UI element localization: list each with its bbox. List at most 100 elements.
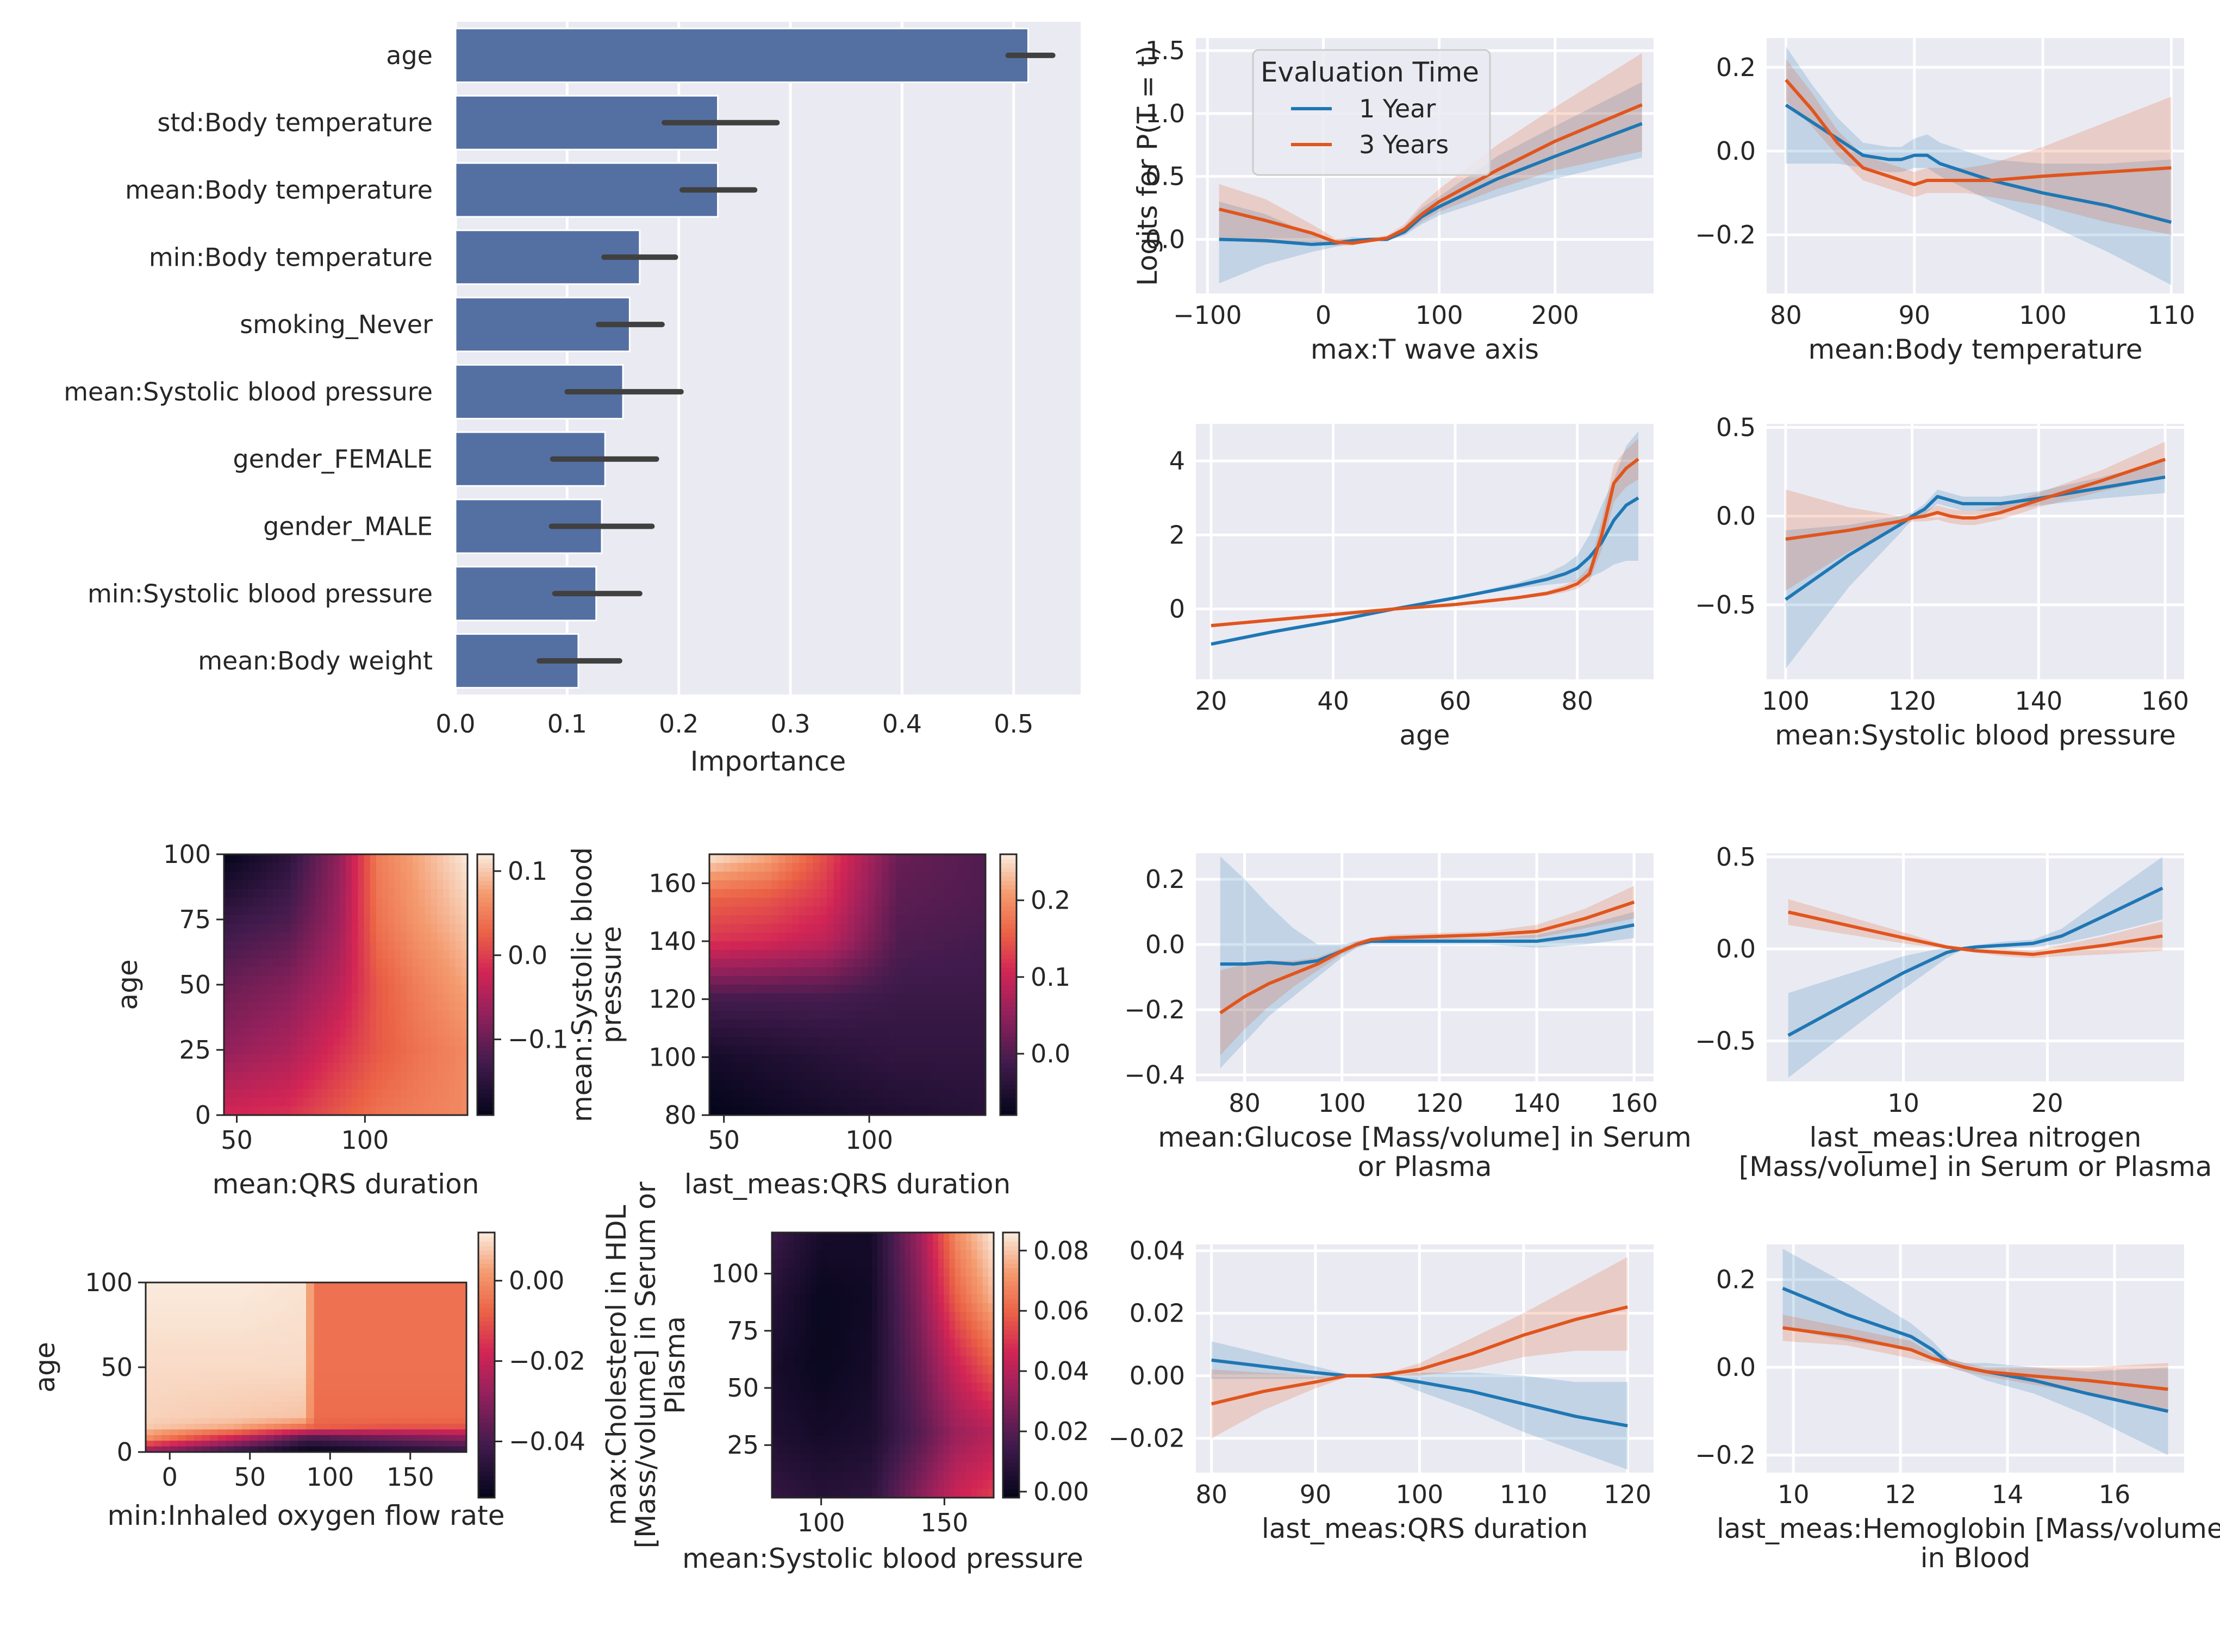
heatmap-cell xyxy=(272,1046,279,1055)
x-axis-title: mean:Systolic blood pressure xyxy=(1775,719,2176,751)
heatmap-cell xyxy=(833,1303,839,1313)
heatmap-cell xyxy=(376,1002,383,1011)
heatmap-cell xyxy=(376,993,383,1003)
heatmap-cell xyxy=(882,1054,889,1063)
heatmap-cell xyxy=(816,1418,822,1428)
heatmap-cell xyxy=(800,1232,806,1242)
heatmap-cell xyxy=(785,959,793,968)
heatmap-cell xyxy=(709,959,717,968)
heatmap-cell xyxy=(400,1037,407,1046)
heatmap-cell xyxy=(871,1374,878,1384)
heatmap-cell xyxy=(785,915,793,924)
legend-label: 3 Years xyxy=(1359,130,1449,159)
heatmap-cell xyxy=(370,1429,379,1436)
heatmap-cell xyxy=(860,1488,867,1498)
heatmap-cell xyxy=(458,1412,467,1419)
heatmap-cell xyxy=(909,1063,917,1072)
heatmap-cell xyxy=(303,1098,310,1107)
heatmap-cell xyxy=(402,1333,411,1340)
heatmap-cell xyxy=(333,1019,340,1029)
heatmap-cell xyxy=(810,1329,817,1339)
heatmap-cell xyxy=(282,1361,291,1368)
heatmap-cell xyxy=(978,854,986,863)
heatmap-cell xyxy=(146,1446,154,1453)
heatmap-cell xyxy=(757,1054,765,1063)
heatmap-cell xyxy=(833,1409,839,1419)
heatmap-cell xyxy=(314,1367,323,1374)
heatmap-cell xyxy=(855,1338,861,1348)
heatmap-cell xyxy=(234,1288,242,1294)
heatmap-cell xyxy=(844,1436,850,1446)
series-line-3-years xyxy=(1788,910,2163,956)
heatmap-cell xyxy=(266,1311,275,1317)
heatmap-cell xyxy=(425,985,432,994)
heatmap-cell xyxy=(266,933,273,942)
heatmap-cell xyxy=(370,1019,377,1029)
heatmap-cell xyxy=(290,1373,299,1379)
heatmap-cell xyxy=(799,933,807,942)
heatmap-cell xyxy=(425,993,432,1003)
heatmap-cell xyxy=(306,1435,315,1441)
heatmap-cell xyxy=(458,1356,467,1362)
heatmap-cell xyxy=(250,1299,259,1306)
heatmap-cell xyxy=(951,959,958,968)
heatmap-cell xyxy=(971,941,980,950)
heatmap-cell xyxy=(840,993,848,1003)
heatmap-cell xyxy=(291,1019,298,1029)
heatmap-cell xyxy=(354,1441,363,1447)
heatmap-cell xyxy=(930,1019,938,1029)
heatmap-cell xyxy=(855,1356,861,1366)
heatmap-cell xyxy=(437,1011,444,1020)
heatmap-cell xyxy=(185,1311,195,1317)
heatmap-cell xyxy=(895,1098,903,1107)
heatmap-cell xyxy=(826,941,834,950)
heatmap-cell xyxy=(297,1011,304,1020)
heatmap-cell xyxy=(794,1268,800,1278)
heatmap-cell xyxy=(370,1384,379,1391)
heatmap-cell xyxy=(410,1339,419,1346)
heatmap-cell xyxy=(370,1361,379,1368)
heatmap-cell xyxy=(185,1401,195,1407)
heatmap-cell xyxy=(443,880,450,890)
heatmap-cell xyxy=(437,1080,444,1090)
heatmap-cell xyxy=(894,1276,900,1286)
heatmap-cell xyxy=(407,1002,413,1011)
heatmap-cell xyxy=(866,1356,872,1366)
heatmap-cell xyxy=(868,1046,876,1055)
heatmap-cell xyxy=(827,1400,833,1410)
heatmap-cell xyxy=(971,950,980,959)
heatmap-cell xyxy=(413,950,420,959)
heatmap-cell xyxy=(413,898,420,907)
heatmap-cell xyxy=(932,1329,939,1339)
heatmap-cell xyxy=(882,976,889,985)
heatmap-cell xyxy=(905,1436,911,1446)
heatmap-cell xyxy=(909,985,917,994)
heatmap-cell xyxy=(911,1312,916,1322)
heatmap-cell xyxy=(855,1276,861,1286)
heatmap-cell xyxy=(840,1054,848,1063)
heatmap-cell xyxy=(394,1424,403,1430)
heatmap-cell xyxy=(964,915,972,924)
heatmap-cell xyxy=(889,1011,896,1020)
heatmap-cell xyxy=(146,1373,154,1379)
heatmap-cell xyxy=(242,1441,251,1447)
heatmap-cell xyxy=(958,967,965,977)
heatmap-cell xyxy=(354,1429,363,1436)
heatmap-cell xyxy=(376,889,383,898)
heatmap-cell xyxy=(291,967,298,977)
heatmap-cell xyxy=(202,1435,210,1441)
heatmap-cell xyxy=(224,872,230,881)
heatmap-cell xyxy=(306,1412,315,1419)
heatmap-cell xyxy=(413,941,420,950)
heatmap-cell xyxy=(916,1453,922,1463)
heatmap-cell xyxy=(978,1072,986,1081)
heatmap-cell xyxy=(844,1409,850,1419)
heatmap-cell xyxy=(794,1321,800,1330)
heatmap-cell xyxy=(437,880,444,890)
heatmap-cell xyxy=(911,1285,916,1295)
colorbar-segment xyxy=(1000,1037,1017,1042)
heatmap-cell xyxy=(923,1037,931,1046)
heatmap-cell xyxy=(930,1098,938,1107)
heatmap-cell xyxy=(419,880,426,890)
heatmap-cell xyxy=(958,941,965,950)
